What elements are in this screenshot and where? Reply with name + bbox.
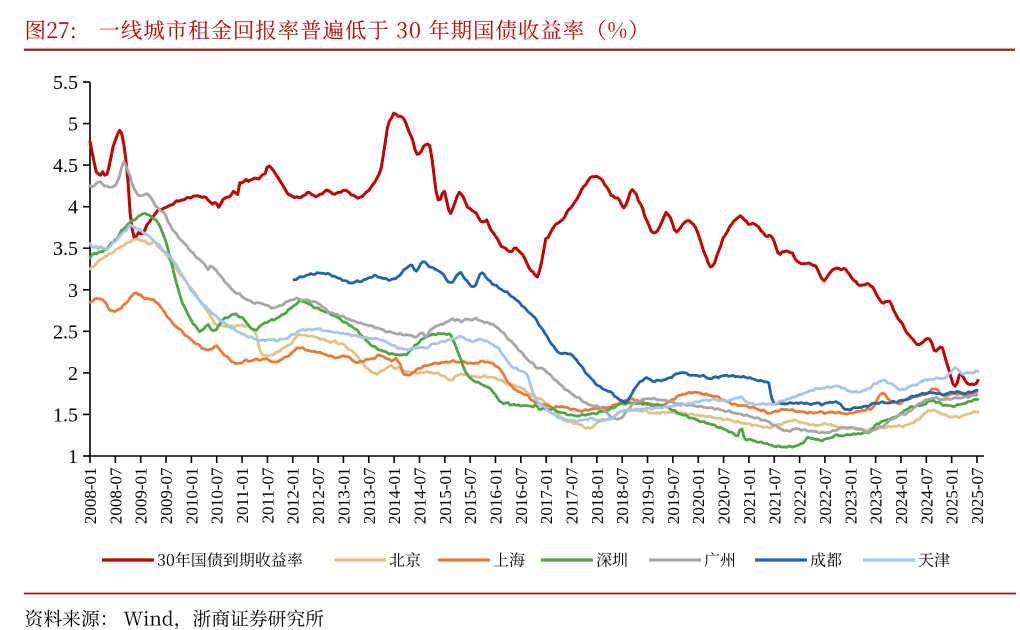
svg-text:3: 3 [68,280,78,302]
svg-text:2019-07: 2019-07 [664,467,683,524]
svg-text:2014-01: 2014-01 [385,468,404,525]
svg-text:2008-07: 2008-07 [106,467,125,524]
svg-text:2017-07: 2017-07 [563,467,582,524]
svg-text:2022-07: 2022-07 [816,467,835,524]
svg-text:4.5: 4.5 [53,155,78,177]
svg-text:2015-01: 2015-01 [436,468,455,525]
svg-text:2019-01: 2019-01 [639,468,658,525]
svg-text:2025-01: 2025-01 [943,468,962,525]
svg-text:2016-01: 2016-01 [486,468,505,525]
svg-text:1: 1 [68,446,78,468]
svg-text:2015-07: 2015-07 [461,467,480,524]
svg-text:2011-07: 2011-07 [258,467,277,524]
svg-text:2021-01: 2021-01 [740,468,759,525]
svg-text:2018-07: 2018-07 [613,467,632,524]
svg-text:2016-07: 2016-07 [512,467,531,524]
svg-text:1.5: 1.5 [53,404,78,426]
svg-text:2: 2 [68,363,78,385]
svg-text:2023-01: 2023-01 [841,468,860,525]
svg-text:2018-01: 2018-01 [588,468,607,525]
svg-text:2024-07: 2024-07 [917,467,936,524]
svg-text:5.5: 5.5 [53,72,78,94]
svg-text:5: 5 [68,114,78,136]
svg-text:2009-01: 2009-01 [132,468,151,525]
svg-text:2025-07: 2025-07 [968,467,987,524]
svg-text:2010-01: 2010-01 [182,468,201,525]
svg-text:2010-07: 2010-07 [208,467,227,524]
svg-text:2008-01: 2008-01 [81,468,100,525]
svg-text:3.5: 3.5 [53,238,78,260]
svg-text:2011-01: 2011-01 [233,468,252,524]
svg-text:2020-01: 2020-01 [689,468,708,525]
svg-text:2009-07: 2009-07 [157,467,176,524]
svg-text:2017-01: 2017-01 [537,468,556,525]
svg-text:2024-01: 2024-01 [892,468,911,525]
svg-text:4: 4 [68,197,78,219]
svg-text:2012-07: 2012-07 [309,467,328,524]
svg-text:2021-07: 2021-07 [765,467,784,524]
svg-text:2012-01: 2012-01 [284,468,303,525]
svg-text:2.5: 2.5 [53,321,78,343]
svg-text:2022-01: 2022-01 [791,468,810,525]
svg-text:2013-07: 2013-07 [360,467,379,524]
svg-text:2023-07: 2023-07 [867,467,886,524]
svg-text:2020-07: 2020-07 [715,467,734,524]
svg-text:2014-07: 2014-07 [410,467,429,524]
svg-text:2013-01: 2013-01 [334,468,353,525]
